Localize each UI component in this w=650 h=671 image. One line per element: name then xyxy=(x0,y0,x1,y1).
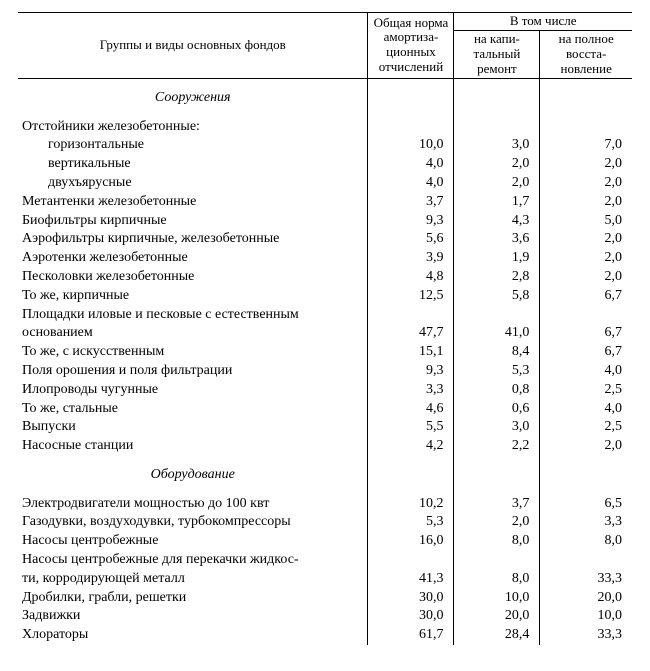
table-row: Насосы центробежные для перекачки жидкос… xyxy=(18,551,632,570)
section-heading: Оборудование xyxy=(18,466,632,485)
table-row: Выпуски 5,5 3,0 2,5 xyxy=(18,418,632,437)
row-label: Илопроводы чугунные xyxy=(18,381,368,400)
row-label: Хлораторы xyxy=(18,626,368,645)
row-label: Электродвигатели мощностью до 100 квт xyxy=(18,495,368,514)
table-row: Аэрофильтры кирпичные, железобетонные 5,… xyxy=(18,230,632,249)
row-label: Выпуски xyxy=(18,418,368,437)
table-row: Хлораторы 61,7 28,4 33,3 xyxy=(18,626,632,645)
table-row: Илопроводы чугунные 3,3 0,8 2,5 xyxy=(18,381,632,400)
row-label: горизонтальные xyxy=(18,136,368,155)
row-label: Аэрофильтры кирпичные, железобетонные xyxy=(18,230,368,249)
table-row: Электродвигатели мощностью до 100 квт 10… xyxy=(18,495,632,514)
col-groups: Группы и виды основных фондов xyxy=(18,13,368,79)
row-label: Метантенки железобетонные xyxy=(18,193,368,212)
table-row: Поля орошения и поля фильтрации 9,3 5,3 … xyxy=(18,362,632,381)
table-row: То же, кирпичные 12,5 5,8 6,7 xyxy=(18,287,632,306)
table-row: Площадки иловые и песковые с естественны… xyxy=(18,306,632,325)
row-label: вертикальные xyxy=(18,155,368,174)
table-row: вертикальные 4,0 2,0 2,0 xyxy=(18,155,632,174)
table-row: Задвижки 30,0 20,0 10,0 xyxy=(18,607,632,626)
table-row: Насосные станции 4,2 2,2 2,0 xyxy=(18,437,632,456)
row-label: основанием xyxy=(18,324,368,343)
section-heading: Сооружения xyxy=(18,89,632,108)
row-label: Песколовки железобетонные xyxy=(18,268,368,287)
col-split: В том числе xyxy=(454,13,632,31)
row-label: Дробилки, грабли, решетки xyxy=(18,589,368,608)
section-title: Сооружения xyxy=(18,89,368,108)
col-total: Общая норма амортиза­ционных отчисле­ний xyxy=(368,13,454,79)
row-label: Задвижки xyxy=(18,607,368,626)
row-label: То же, кирпичные xyxy=(18,287,368,306)
table-row: Метантенки железобетонные 3,7 1,7 2,0 xyxy=(18,193,632,212)
col-repair: на капи­тальный ремонт xyxy=(454,30,540,78)
row-label: То же, с искусственным xyxy=(18,343,368,362)
row-label: Насосы центробежные xyxy=(18,532,368,551)
cell-total: 10,0 xyxy=(368,136,454,155)
row-label: Площадки иловые и песковые с естественны… xyxy=(18,306,368,325)
table-row: Насосы центробежные 16,0 8,0 8,0 xyxy=(18,532,632,551)
table-row: Аэротенки железобетонные 3,9 1,9 2,0 xyxy=(18,249,632,268)
row-label: двухъярусные xyxy=(18,174,368,193)
table-row: Песколовки железобетонные 4,8 2,8 2,0 xyxy=(18,268,632,287)
table-row: Дробилки, грабли, решетки 30,0 10,0 20,0 xyxy=(18,589,632,608)
cell-restore: 7,0 xyxy=(540,136,632,155)
row-label: То же, стальные xyxy=(18,400,368,419)
amortization-table: Группы и виды основных фондов Общая норм… xyxy=(18,12,632,645)
table-row: Отстойники железобетонные: xyxy=(18,118,632,137)
table-row: основанием 47,7 41,0 6,7 xyxy=(18,324,632,343)
row-label: Биофильтры кирпичные xyxy=(18,212,368,231)
col-restore: на полное восста­новление xyxy=(540,30,632,78)
table-row: То же, стальные 4,6 0,6 4,0 xyxy=(18,400,632,419)
table-row: Биофильтры кирпичные 9,3 4,3 5,0 xyxy=(18,212,632,231)
row-label: Насосы центробежные для перекачки жидкос… xyxy=(18,551,368,570)
section-title: Оборудование xyxy=(18,466,368,485)
row-label: ти, корродирующей металл xyxy=(18,570,368,589)
table-row: Газодувки, воздуходувки, турбокомпрессор… xyxy=(18,513,632,532)
table-row: двухъярусные 4,0 2,0 2,0 xyxy=(18,174,632,193)
table-header: Группы и виды основных фондов Общая норм… xyxy=(18,13,632,79)
row-label: Отстойники железобетонные: xyxy=(18,118,368,137)
cell-repair: 3,0 xyxy=(454,136,540,155)
row-label: Газодувки, воздуходувки, турбокомпрессор… xyxy=(18,513,368,532)
table-row: горизонтальные 10,0 3,0 7,0 xyxy=(18,136,632,155)
row-label: Аэротенки железобетонные xyxy=(18,249,368,268)
row-label: Насосные станции xyxy=(18,437,368,456)
table-row: ти, корродирующей металл 41,3 8,0 33,3 xyxy=(18,570,632,589)
row-label: Поля орошения и поля фильтрации xyxy=(18,362,368,381)
table-row: То же, с искусственным 15,1 8,4 6,7 xyxy=(18,343,632,362)
table-body: Сооружения Отстойники железобетонные: го… xyxy=(18,78,632,645)
